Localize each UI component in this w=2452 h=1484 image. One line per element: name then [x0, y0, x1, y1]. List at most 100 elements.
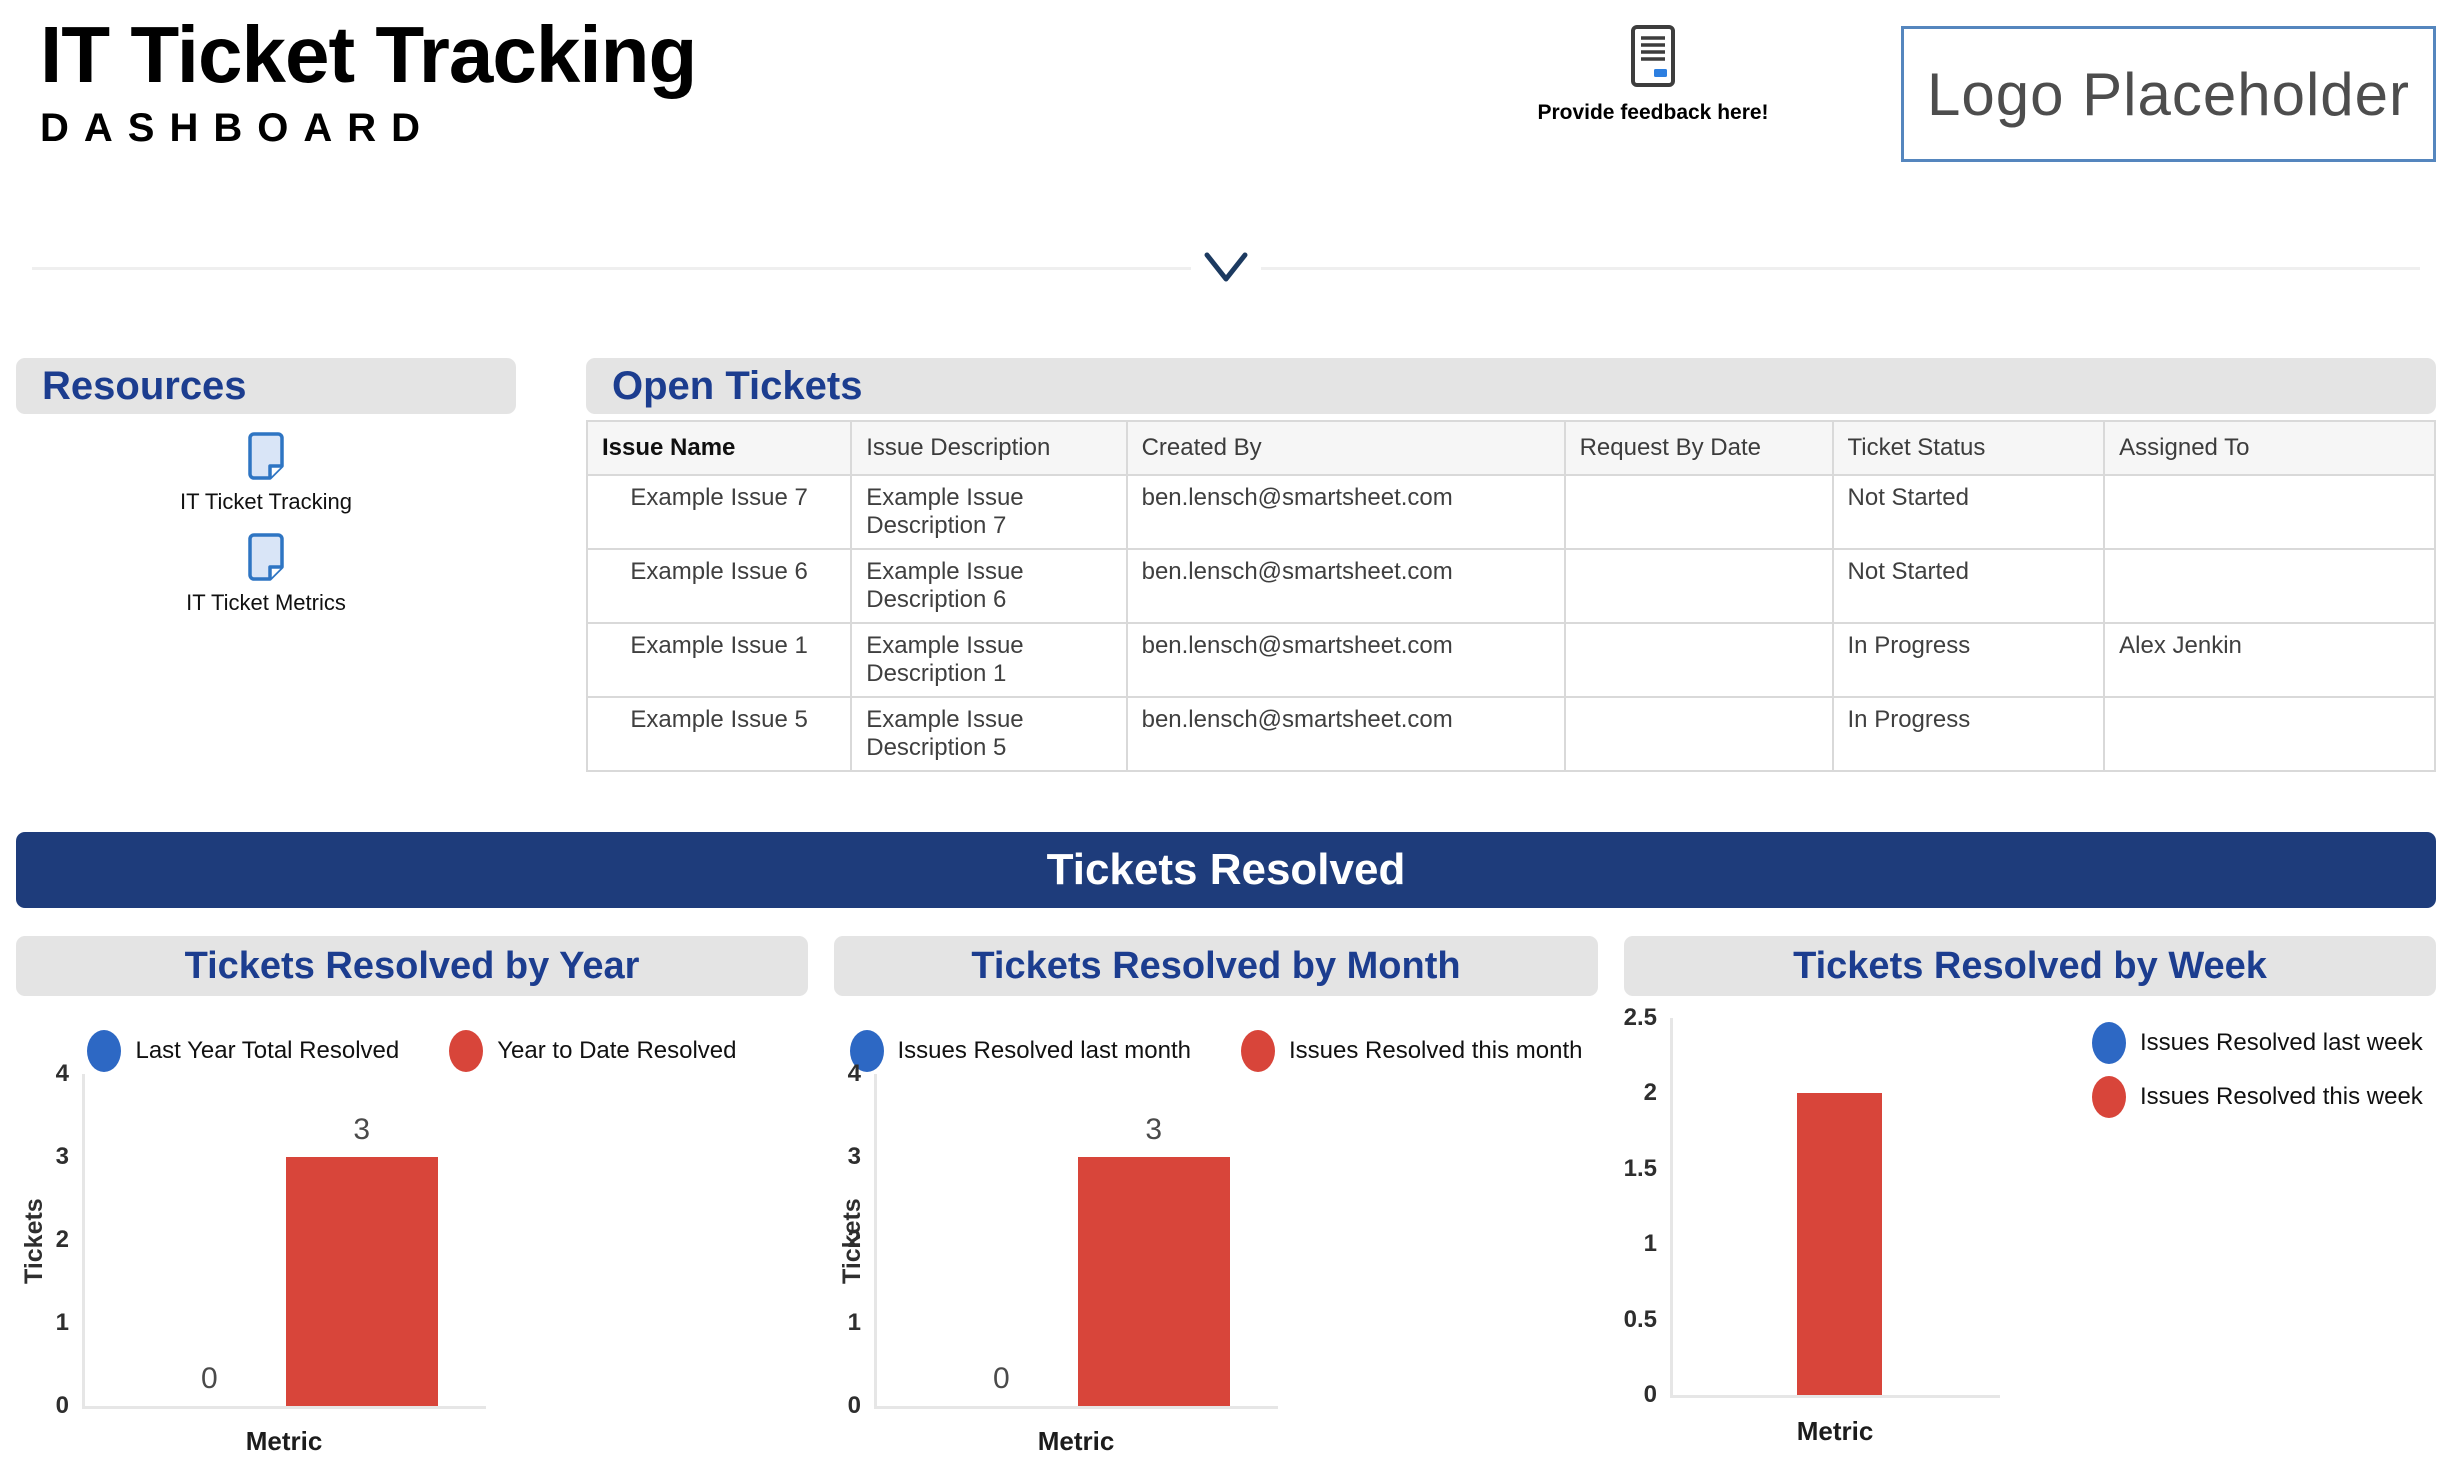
legend-label: Issues Resolved last month [897, 1037, 1191, 1064]
chart-week: Issues Resolved last week Issues Resolved… [1624, 996, 2436, 1466]
cell-assigned-to [2103, 474, 2436, 550]
resources-header: Resources [16, 358, 516, 414]
file-icon [248, 533, 284, 585]
chart-month-title: Tickets Resolved by Month [971, 944, 1461, 987]
legend-dot-icon [849, 1030, 884, 1072]
open-tickets-title: Open Tickets [612, 363, 863, 408]
y-axis-tick-label: 2 [55, 1226, 69, 1253]
table-header-row: Issue Name Issue Description Created By … [585, 420, 2436, 476]
page-title: IT Ticket Tracking [40, 10, 697, 99]
column-header-issue-name: Issue Name [585, 420, 853, 476]
bar-value-label: 3 [353, 1113, 371, 1146]
y-axis-tick-label: 1 [55, 1309, 69, 1336]
legend-label: Issues Resolved this week [2140, 1083, 2423, 1110]
chart-year-header: Tickets Resolved by Year [16, 936, 808, 996]
column-header-request-by-date: Request By Date [1563, 420, 1834, 476]
cell-issue-description: Example Issue Description 1 [850, 622, 1128, 698]
open-tickets-header: Open Tickets [586, 358, 2436, 414]
x-axis-title: Metric [245, 1426, 323, 1456]
cell-issue-name: Example Issue 1 [585, 622, 853, 698]
y-axis-tick-label: 1 [847, 1309, 861, 1336]
chart-month: Issues Resolved last month Issues Resolve… [834, 996, 1598, 1466]
cell-ticket-status: In Progress [1831, 622, 2106, 698]
cell-issue-description: Example Issue Description 7 [850, 474, 1128, 550]
legend-item: Last Year Total Resolved [87, 1030, 399, 1072]
cell-issue-description: Example Issue Description 6 [850, 548, 1128, 624]
title-block: IT Ticket Tracking DASHBOARD [16, 14, 1533, 151]
table-row: Example Issue 6 Example Issue Descriptio… [585, 548, 2436, 624]
cell-ticket-status: Not Started [1831, 548, 2106, 624]
cell-request-by-date [1563, 622, 1834, 698]
resources-panel: Resources IT Ticket Tracking [16, 358, 516, 772]
bar-value-label: 0 [200, 1362, 218, 1395]
legend-item: Issues Resolved last month [849, 1030, 1191, 1072]
tickets-resolved-banner: Tickets Resolved [16, 832, 2436, 908]
chart-week-header: Tickets Resolved by Week [1624, 936, 2436, 996]
chart-legend: Issues Resolved last month Issues Resolve… [834, 1030, 1598, 1072]
banner-title: Tickets Resolved [1046, 845, 1406, 894]
y-axis-tick-label: 3 [55, 1143, 69, 1170]
cell-ticket-status: In Progress [1831, 696, 2106, 772]
resource-label[interactable]: IT Ticket Metrics [186, 590, 346, 615]
table-row: Example Issue 1 Example Issue Descriptio… [585, 622, 2436, 698]
legend-label: Last Year Total Resolved [135, 1037, 400, 1064]
cell-issue-name: Example Issue 7 [585, 474, 853, 550]
legend-item: Year to Date Resolved [449, 1030, 737, 1072]
cell-created-by: ben.lensch@smartsheet.com [1125, 548, 1566, 624]
chevron-down-icon[interactable] [1191, 250, 1261, 289]
chart-year-title: Tickets Resolved by Year [184, 944, 640, 987]
cell-ticket-status: Not Started [1831, 474, 2106, 550]
resource-label[interactable]: IT Ticket Tracking [180, 489, 352, 514]
chart-section-week: Tickets Resolved by Week Issues Resolved… [1624, 936, 2436, 1466]
cell-issue-description: Example Issue Description 5 [850, 696, 1128, 772]
charts-row: Tickets Resolved by Year Last Year Total… [16, 936, 2436, 1466]
legend-dot-icon [2092, 1076, 2126, 1118]
legend-item: Issues Resolved last week [2092, 1022, 2423, 1064]
bar-red [285, 1157, 438, 1406]
file-icon [248, 432, 284, 484]
table-row: Example Issue 5 Example Issue Descriptio… [585, 696, 2436, 772]
y-axis-tick-label: 2 [847, 1226, 861, 1253]
column-header-issue-description: Issue Description [850, 420, 1128, 476]
y-axis-tick-label: 3 [847, 1143, 861, 1170]
resource-link-it-ticket-metrics[interactable]: IT Ticket Metrics [16, 533, 516, 616]
feedback-form-icon[interactable] [1630, 24, 1676, 93]
plot-area: 0 1 2 3 4 0 3 [56, 1062, 486, 1418]
x-axis-title: Metric [1037, 1426, 1115, 1456]
chart-legend: Issues Resolved last week Issues Resolved… [2092, 1022, 2423, 1118]
cell-assigned-to: Alex Jenkin [2103, 622, 2436, 698]
chart-month-header: Tickets Resolved by Month [834, 936, 1598, 996]
legend-label: Issues Resolved last week [2140, 1029, 2423, 1056]
logo-placeholder-text: Logo Placeholder [1926, 60, 2411, 128]
cell-request-by-date [1563, 548, 1834, 624]
y-axis-tick-label: 0 [847, 1392, 861, 1419]
feedback-label[interactable]: Provide feedback here! [1537, 101, 1769, 124]
legend-dot-icon [87, 1030, 122, 1072]
feedback-link[interactable]: Provide feedback here! [1533, 24, 1773, 125]
plot-area: 0 0.5 1 1.5 2 2.5 [1624, 1006, 2000, 1407]
y-axis-tick-label: 2.5 [1623, 1004, 1657, 1031]
plot-area: 0 1 2 3 4 0 3 [848, 1062, 1278, 1418]
section-divider [16, 250, 2436, 292]
open-tickets-table: Issue Name Issue Description Created By … [585, 420, 2436, 772]
chart-year: Last Year Total Resolved Year to Date Res… [16, 996, 808, 1466]
y-axis-tick-label: 2 [1643, 1079, 1657, 1107]
bar-value-label: 3 [1145, 1113, 1163, 1146]
cell-request-by-date [1563, 474, 1834, 550]
cell-created-by: ben.lensch@smartsheet.com [1125, 696, 1566, 772]
logo-placeholder: Logo Placeholder [1901, 26, 2436, 162]
y-axis-tick-label: 4 [55, 1060, 69, 1087]
cell-request-by-date [1563, 696, 1834, 772]
y-axis-tick-label: 0.5 [1623, 1305, 1657, 1333]
open-tickets-panel: Open Tickets Issue Name Issue Descriptio… [585, 358, 2436, 772]
bar-red [1077, 1157, 1230, 1406]
resource-link-it-ticket-tracking[interactable]: IT Ticket Tracking [16, 432, 516, 515]
bar-value-label: 0 [992, 1362, 1010, 1395]
legend-dot-icon [449, 1030, 484, 1072]
cell-assigned-to [2103, 696, 2436, 772]
y-axis-title: Tickets [20, 1198, 48, 1285]
y-axis-tick-label: 0 [1643, 1381, 1657, 1408]
header: IT Ticket Tracking DASHBOARD Provide fee… [16, 0, 2436, 172]
chart-legend: Last Year Total Resolved Year to Date Res… [16, 1030, 808, 1072]
